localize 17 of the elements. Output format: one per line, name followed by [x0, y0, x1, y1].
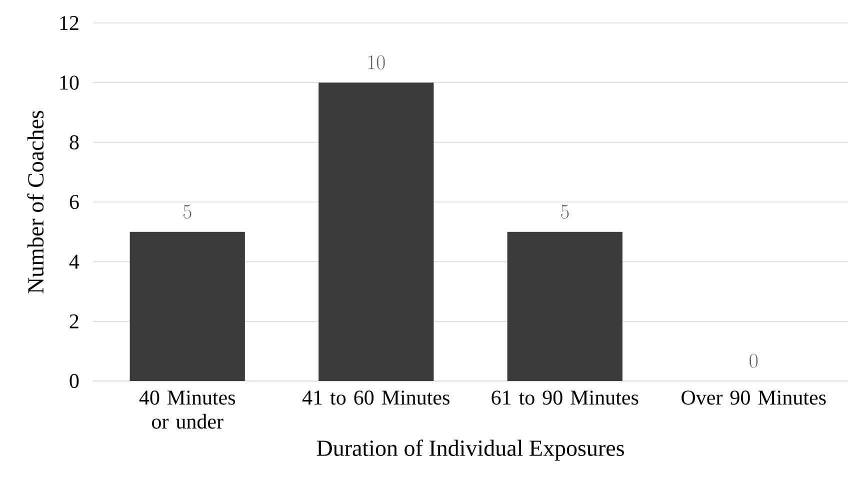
data-label: 5 [560, 204, 569, 219]
data-label: 5 [183, 204, 192, 219]
y-tick-label: 4 [69, 254, 80, 269]
y-tick-label: 6 [70, 194, 79, 210]
x-axis-title: Duration of Individual Exposures [316, 440, 624, 461]
x-tick-label: 40 Minutes or under [139, 390, 236, 429]
y-tick-label: 2 [70, 314, 78, 328]
y-tick-label: 0 [70, 374, 79, 388]
y-tick-label: 10 [60, 76, 79, 90]
x-tick-label: Over 90 Minutes [682, 390, 826, 405]
y-axis-title: Number of Coaches [27, 110, 44, 294]
x-tick-label: 41 to 60 Minutes [302, 390, 450, 405]
y-tick-label: 8 [70, 135, 79, 150]
data-label: 0 [750, 354, 758, 368]
data-label: 10 [368, 55, 385, 70]
x-tick-label: 61 to 90 Minutes [492, 390, 638, 405]
y-tick-label: 12 [60, 16, 78, 30]
